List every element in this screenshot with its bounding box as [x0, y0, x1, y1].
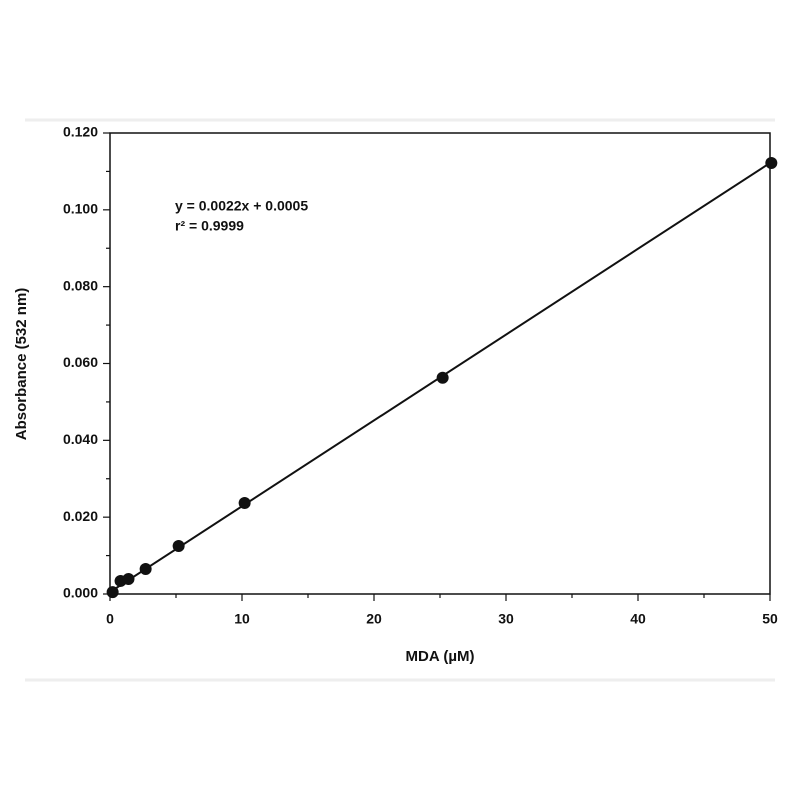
data-point — [436, 371, 449, 384]
data-point — [172, 539, 185, 552]
data-point — [765, 156, 778, 169]
y-tick-label: 0.100 — [63, 201, 98, 217]
y-tick-label: 0.080 — [63, 277, 98, 293]
data-point — [238, 496, 251, 509]
data-point — [139, 563, 152, 576]
x-tick-label: 30 — [498, 611, 514, 627]
x-tick-label: 50 — [762, 611, 778, 627]
data-point — [122, 573, 135, 586]
y-axis-title: Absorbance (532 nm) — [13, 288, 30, 441]
x-tick-label: 20 — [366, 611, 382, 627]
y-tick-label: 0.120 — [63, 124, 98, 140]
data-point — [106, 586, 119, 599]
y-tick-label: 0.020 — [63, 508, 98, 524]
annotation: r² = 0.9999 — [175, 218, 244, 234]
x-axis-title: MDA (µM) — [406, 648, 475, 665]
x-tick-label: 0 — [106, 611, 114, 627]
y-tick-label: 0.060 — [63, 354, 98, 370]
x-tick-label: 10 — [234, 611, 250, 627]
annotation: y = 0.0022x + 0.0005 — [175, 198, 308, 214]
y-tick-label: 0.000 — [63, 585, 98, 601]
y-tick-label: 0.040 — [63, 431, 98, 447]
x-tick-label: 40 — [630, 611, 646, 627]
